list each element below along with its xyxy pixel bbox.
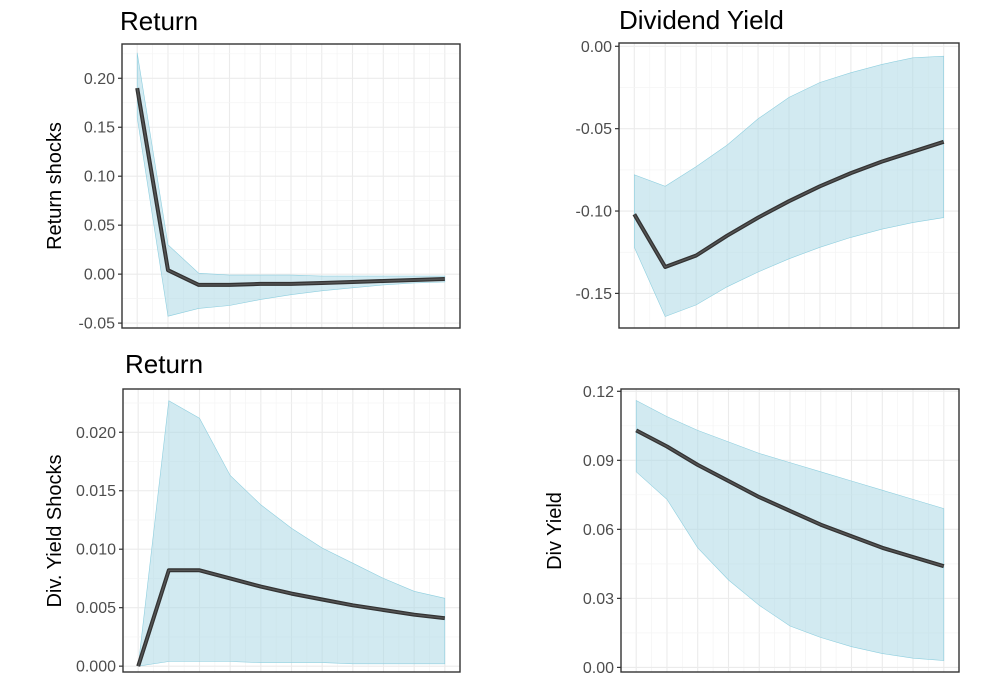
data-point [289,282,293,286]
confidence-band [136,52,446,317]
data-point [942,140,946,144]
y-axis-label: Div. Yield Shocks [44,454,66,607]
data-point [135,86,139,90]
y-tick-label: 0.03 [583,591,614,608]
data-point [382,608,386,612]
y-tick-label: 0.00 [84,267,115,284]
data-point [351,603,355,607]
data-point [290,592,294,596]
data-point [167,568,171,572]
data-point [849,171,853,175]
y-axis-label: Div Yield [544,492,566,570]
y-tick-label: 0.000 [76,659,116,676]
chart-title: Return [125,349,203,379]
data-point [136,664,140,668]
y-tick-label: 0.10 [84,169,115,186]
data-point [756,216,760,220]
y-tick-label: 0.09 [583,453,614,470]
response-line-highlight [635,429,945,567]
y-tick-label: 0.12 [583,384,614,401]
data-point [880,546,884,550]
chart-panel-3: 0.000 0.005 0.010 0.015 0.020 Return Div. Yiel… [44,349,461,676]
y-tick-label: 0.05 [84,218,115,235]
panel-border [620,388,960,673]
data-point [787,199,791,203]
y-tick-label: 0.15 [84,120,115,137]
panel-border [121,43,461,329]
data-point [381,279,385,283]
data-point [696,463,700,467]
y-tick-label: 0.020 [76,425,116,442]
data-point [911,150,915,154]
data-point [634,428,638,432]
data-point [788,509,792,513]
data-point [443,277,447,281]
y-tick-label: 0.00 [581,39,612,56]
data-point [942,564,946,568]
y-axis-label: Return shocks [44,122,66,250]
data-point [663,265,667,269]
y-tick-label: -0.05 [79,316,116,333]
data-point [911,555,915,559]
chart-title: Dividend Yield [619,5,784,35]
data-point [443,616,447,620]
data-point [166,268,170,272]
data-point [412,613,416,617]
data-point [320,597,324,601]
data-point [665,445,669,449]
data-point [351,280,355,284]
data-point [880,160,884,164]
panel-border [618,42,960,329]
data-point [228,576,232,580]
y-tick-label: 0.00 [583,660,614,677]
y-tick-label: -0.15 [576,286,613,303]
data-point [412,278,416,282]
data-point [227,283,231,287]
data-point [819,523,823,527]
chart-panel-2: -0.15 -0.10 -0.05 0.00 Dividend Yield [576,5,960,329]
response-line-highlight [633,141,944,268]
data-point [694,254,698,258]
y-tick-label: -0.10 [576,204,613,221]
data-point [725,234,729,238]
y-tick-label: -0.05 [576,121,613,138]
chart-panel-1: -0.05 0.00 0.05 0.10 0.15 0.20 Return Return sh… [44,6,461,333]
data-point [757,495,761,499]
data-point [632,212,636,216]
data-point [258,282,262,286]
data-point [320,281,324,285]
data-point [726,479,730,483]
data-point [850,534,854,538]
response-line-highlight [137,569,445,667]
chart-title: Return [120,6,198,36]
y-tick-label: 0.06 [583,522,614,539]
y-tick-label: 0.20 [84,71,115,88]
data-point [259,585,263,589]
y-tick-label: 0.015 [76,483,116,500]
response-line-highlight [136,87,445,286]
data-point [818,184,822,188]
y-tick-label: 0.005 [76,600,116,617]
data-point [197,283,201,287]
panel-border [122,388,461,673]
confidence-band [635,400,945,661]
data-point [197,568,201,572]
confidence-band [634,55,944,317]
chart-panel-4: 0.00 0.03 0.06 0.09 0.12 Div Yield [544,384,960,677]
confidence-band [137,400,446,667]
y-tick-label: 0.010 [76,542,116,559]
